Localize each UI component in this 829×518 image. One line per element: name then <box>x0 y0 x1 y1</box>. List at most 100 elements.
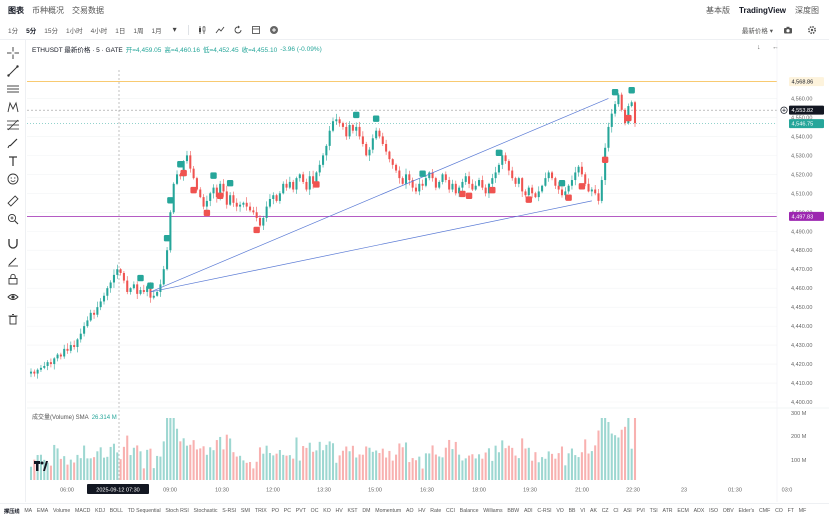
tab-basic-view[interactable]: 基本版 <box>706 5 731 15</box>
indicator-item[interactable]: CMF <box>759 508 771 514</box>
indicator-item[interactable]: C-RSI <box>537 508 552 514</box>
chart-area[interactable]: 4,560.00 4,550.00 4,540.00 4,530.00 4,520.00… <box>27 40 829 502</box>
lock-icon[interactable] <box>6 272 20 286</box>
chevron-down-icon[interactable]: ▾ <box>172 25 177 34</box>
indicator-item[interactable]: S-RSI <box>222 508 237 514</box>
timeframe-1d[interactable]: 1日 <box>115 27 126 35</box>
indicator-item[interactable]: VO <box>556 508 564 514</box>
candle-type-icon[interactable] <box>196 24 208 36</box>
buy-signal-marker[interactable] <box>495 149 503 157</box>
buy-signal-marker[interactable] <box>137 274 144 282</box>
buy-signal-marker[interactable] <box>163 235 171 242</box>
indicator-item[interactable]: CO <box>775 508 783 514</box>
sell-signal-marker[interactable] <box>253 226 260 234</box>
indicator-item[interactable]: KST <box>347 508 358 514</box>
sell-signal-marker[interactable] <box>180 169 187 177</box>
indicator-item[interactable]: MA <box>24 508 33 514</box>
buy-signal-marker[interactable] <box>628 87 635 94</box>
symbol-label[interactable]: ETHUSDT 最新价格 · 5 · GATE <box>32 47 123 54</box>
indicator-item[interactable]: ADX <box>693 508 705 514</box>
scroll-right-icon[interactable]: ↔ <box>772 44 779 51</box>
timeframe-1m[interactable]: 1分 <box>8 27 19 35</box>
indicator-item[interactable]: Momentum <box>375 508 402 514</box>
indicator-item[interactable]: PVT <box>295 508 306 514</box>
indicator-item[interactable]: ASI <box>623 508 632 514</box>
trend-line-upper[interactable] <box>150 98 609 293</box>
indicator-item[interactable]: ATR <box>662 508 673 514</box>
indicator-item[interactable]: ADI <box>523 508 533 514</box>
trend-line-lower[interactable] <box>150 200 592 293</box>
trend-line-icon[interactable] <box>6 64 20 78</box>
buy-signal-marker[interactable] <box>167 197 174 204</box>
tab-chart[interactable]: 图表 <box>8 5 24 15</box>
scroll-down-icon[interactable]: ↓ <box>757 44 761 51</box>
settings-layout-icon[interactable] <box>250 24 262 36</box>
timeframe-1M[interactable]: 1月 <box>151 27 162 35</box>
indicator-item[interactable]: SMI <box>240 508 251 514</box>
buy-signal-marker[interactable] <box>353 111 360 119</box>
indicator-item[interactable]: VI <box>580 508 586 514</box>
pattern-icon[interactable] <box>6 100 20 114</box>
timeframe-15m[interactable]: 15分 <box>44 27 58 35</box>
indicator-item[interactable]: Williams <box>483 508 503 514</box>
indicator-item[interactable]: ISO <box>709 508 719 514</box>
indicator-item[interactable]: CCI <box>446 508 455 514</box>
indicator-item[interactable]: EMA <box>36 508 49 514</box>
indicator-item[interactable]: PO <box>271 508 280 514</box>
indicator-item[interactable]: BOLL <box>109 508 123 514</box>
tab-coin-overview[interactable]: 币种概况 <box>32 5 64 15</box>
indicator-item[interactable]: AK <box>589 508 597 514</box>
indicator-item[interactable]: CI <box>613 508 619 514</box>
sell-signal-marker[interactable] <box>565 194 572 201</box>
indicator-item[interactable]: PC <box>283 508 292 514</box>
buy-signal-marker[interactable] <box>147 282 154 289</box>
timeframe-4h[interactable]: 4小时 <box>90 27 108 35</box>
indicator-item[interactable]: Stochastic <box>193 508 218 514</box>
indicator-item[interactable]: MACD <box>75 508 91 514</box>
indicator-item[interactable]: KO <box>323 508 331 514</box>
tab-trading-data[interactable]: 交易数据 <box>72 5 104 15</box>
price-type-select[interactable]: 最新价格 ▾ <box>741 27 773 35</box>
fib-icon[interactable] <box>6 118 20 132</box>
sell-signal-marker[interactable] <box>489 186 496 194</box>
indicator-item[interactable]: AO <box>405 508 414 514</box>
horizontal-lines-icon[interactable] <box>6 82 20 96</box>
sell-signal-marker[interactable] <box>525 196 533 203</box>
indicator-item[interactable]: KDJ <box>95 508 105 514</box>
indicator-item[interactable]: FT <box>787 508 794 514</box>
zoom-icon[interactable] <box>6 212 20 226</box>
eye-icon[interactable] <box>6 290 20 304</box>
sell-signal-marker[interactable] <box>203 209 211 217</box>
indicator-item[interactable]: TSI <box>649 508 658 514</box>
replay-icon[interactable] <box>232 24 244 36</box>
indicator-item[interactable]: PVI <box>636 508 645 514</box>
indicator-item[interactable]: Balance <box>459 508 479 514</box>
indicators-icon[interactable] <box>214 24 226 36</box>
add-icon[interactable] <box>268 24 280 36</box>
indicator-item[interactable]: CZ <box>601 508 609 514</box>
buy-signal-marker[interactable] <box>558 180 566 187</box>
ruler-icon[interactable] <box>6 194 20 208</box>
brush-icon[interactable] <box>6 136 20 150</box>
buy-signal-marker[interactable] <box>611 88 619 96</box>
buy-signal-marker[interactable] <box>226 180 234 187</box>
buy-signal-marker[interactable] <box>210 172 217 179</box>
indicator-item[interactable]: DM <box>362 508 371 514</box>
buy-signal-marker[interactable] <box>419 170 426 177</box>
indicator-item[interactable]: 撑压线 <box>4 508 20 515</box>
tab-depth-chart[interactable]: 深度图 <box>795 5 819 15</box>
sell-signal-marker[interactable] <box>459 190 466 198</box>
emoji-icon[interactable] <box>6 172 20 186</box>
indicator-item[interactable]: Rate <box>430 508 442 514</box>
indicator-item[interactable]: HV <box>418 508 426 514</box>
timeframe-1w[interactable]: 1周 <box>133 27 144 35</box>
indicator-item[interactable]: BB <box>568 508 576 514</box>
indicator-item[interactable]: OBV <box>722 508 734 514</box>
indicator-item[interactable]: HV <box>335 508 343 514</box>
sell-signal-marker[interactable] <box>625 114 632 122</box>
indicator-item[interactable]: TRIX <box>254 508 267 514</box>
gear-icon[interactable] <box>806 24 818 36</box>
buy-signal-marker[interactable] <box>372 115 380 122</box>
sell-signal-marker[interactable] <box>190 186 197 194</box>
timeframe-1h[interactable]: 1小时 <box>65 27 83 35</box>
